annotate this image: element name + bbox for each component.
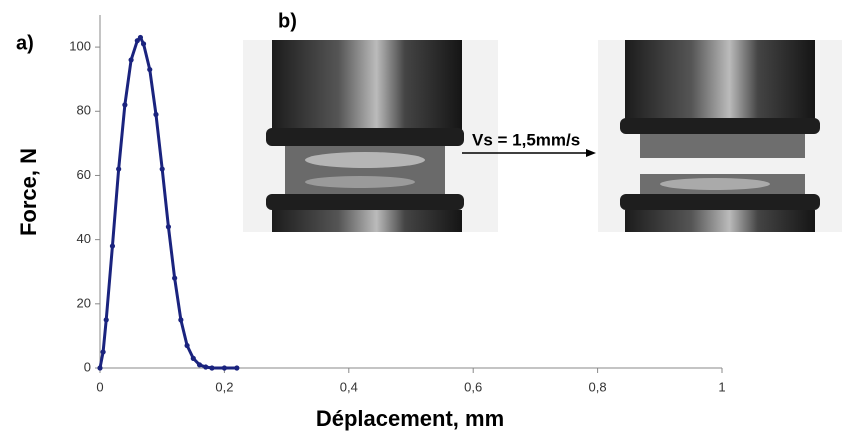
plot-area: 0 20 40 60 80 100 0 0,2 0,4 0,6 0,8 1 — [69, 15, 726, 394]
data-point — [137, 34, 144, 41]
data-point — [100, 349, 106, 355]
data-point — [203, 364, 209, 370]
force-curve — [98, 34, 237, 370]
data-point — [234, 365, 240, 371]
speed-annotation: Vs = 1,5mm/s — [472, 130, 580, 149]
y-tick-label: 100 — [69, 39, 91, 54]
data-point — [103, 317, 109, 323]
data-point — [97, 365, 103, 371]
y-tick-label: 60 — [77, 167, 91, 182]
x-tick-label: 0 — [96, 379, 103, 394]
y-tick-label: 80 — [77, 103, 91, 118]
data-point — [122, 102, 128, 108]
data-point — [134, 38, 140, 44]
data-point — [165, 224, 172, 230]
arrow-head — [586, 149, 596, 157]
x-tick-label: 0,4 — [340, 379, 358, 394]
data-point — [178, 317, 184, 323]
data-point — [221, 365, 227, 371]
data-point — [190, 355, 196, 361]
data-point — [209, 365, 215, 371]
data-point — [116, 166, 122, 172]
panel-label: b) — [278, 10, 297, 32]
data-point — [184, 342, 190, 349]
data-point — [140, 41, 147, 47]
y-axis-title: Force, N — [16, 148, 41, 236]
data-point — [147, 66, 153, 73]
y-tick-label: 0 — [84, 359, 91, 374]
x-tick-label: 1 — [718, 379, 725, 394]
data-point — [159, 166, 165, 172]
panel-label: a) — [16, 32, 34, 54]
data-point — [196, 362, 203, 368]
data-point — [153, 111, 159, 118]
x-axis-title: Déplacement, mm — [316, 406, 504, 431]
photo-after — [598, 40, 842, 232]
photo-before — [243, 40, 498, 232]
x-tick-label: 0,2 — [215, 379, 233, 394]
data-point — [172, 275, 178, 281]
x-tick-label: 0,8 — [589, 379, 607, 394]
data-point — [109, 243, 116, 249]
data-point — [128, 57, 134, 63]
y-tick-label: 20 — [77, 295, 91, 310]
x-tick-label: 0,6 — [464, 379, 482, 394]
y-tick-label: 40 — [77, 231, 91, 246]
